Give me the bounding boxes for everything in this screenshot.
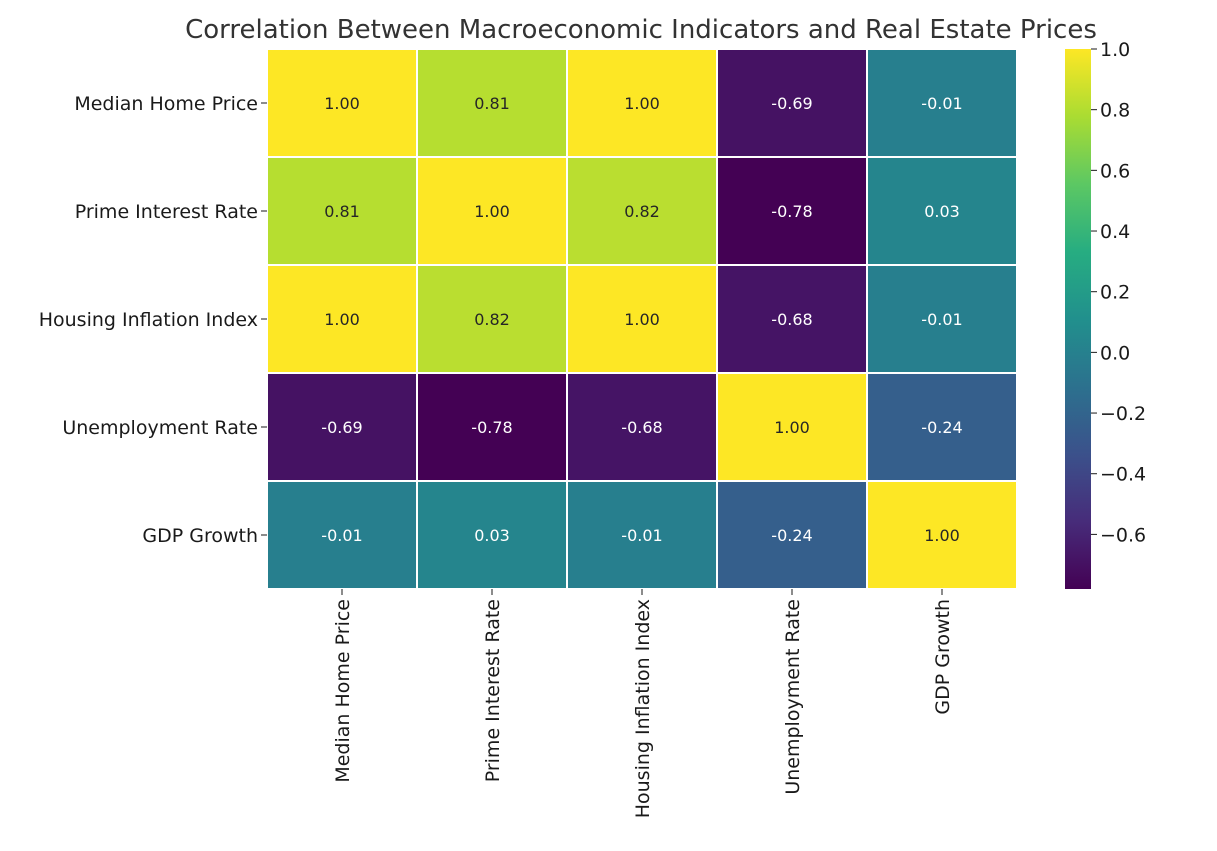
heatmap-cell [566,372,718,482]
heatmap-cell [416,372,568,482]
cell-value-label: -0.01 [921,310,962,329]
cell-value-label: -0.24 [771,526,812,545]
cell-value-label: 1.00 [624,94,660,113]
cell-value-label: -0.68 [621,418,662,437]
colorbar: 1.0 0.8 0.6 0.4 0.2 0.0 −0.2 −0.4 −0.6 [1065,39,1146,589]
heatmap-cell [416,48,568,158]
heatmap-cell [266,480,418,590]
cell-value-label: 0.82 [624,202,660,221]
cell-value-label: 0.03 [924,202,960,221]
cell-value-label: 1.00 [474,202,510,221]
colorbar-tick-label: 1.0 [1100,39,1130,61]
row-label: Prime Interest Rate [75,201,258,223]
chart-title: Correlation Between Macroeconomic Indica… [185,15,1097,45]
column-label: Housing Inflation Index [632,599,654,818]
colorbar-tick-label: −0.6 [1100,524,1146,546]
heatmap-cell [866,480,1018,590]
heatmap-cell [866,372,1018,482]
cell-value-label: -0.69 [321,418,362,437]
column-label: Unemployment Rate [782,599,804,795]
column-label: Median Home Price [332,599,354,783]
cell-value-label: 1.00 [324,310,360,329]
cell-value-label: 0.03 [474,526,510,545]
heatmap-cell [566,48,718,158]
heatmap-cell [566,480,718,590]
row-label: GDP Growth [142,525,258,547]
heatmap-cell [266,48,418,158]
cell-value-label: -0.24 [921,418,962,437]
cell-value-label: 1.00 [624,310,660,329]
row-label: Unemployment Rate [62,417,258,439]
cell-value-label: -0.01 [621,526,662,545]
colorbar-tick-label: 0.2 [1100,282,1130,304]
cell-value-label: -0.01 [921,94,962,113]
row-label: Median Home Price [74,93,258,115]
cell-value-label: 1.00 [324,94,360,113]
colorbar-ticks: 1.0 0.8 0.6 0.4 0.2 0.0 −0.2 −0.4 −0.6 [1091,39,1146,546]
heatmap-cell [716,48,868,158]
row-labels: Median Home Price Prime Interest Rate Hous… [39,93,267,547]
colorbar-tick-label: 0.6 [1100,160,1130,182]
heatmap-cell [866,156,1018,266]
heatmap-cell-labels: 1.00 0.81 1.00 -0.69 -0.01 0.81 1.00 0.82 -0.78 0… [321,94,962,545]
cell-value-label: 0.81 [324,202,360,221]
column-labels: Median Home Price Prime Interest Rate Hous… [332,589,954,818]
colorbar-tick-label: 0.0 [1100,342,1130,364]
heatmap-cell [416,264,568,374]
heatmap-cell [716,372,868,482]
heatmap-cells [266,48,1018,590]
cell-value-label: -0.68 [771,310,812,329]
heatmap-cell [716,264,868,374]
colorbar-tick-label: 0.4 [1100,221,1130,243]
cell-value-label: -0.78 [771,202,812,221]
cell-value-label: 0.81 [474,94,510,113]
colorbar-gradient [1065,49,1091,589]
column-label: Prime Interest Rate [482,599,504,782]
cell-value-label: -0.78 [471,418,512,437]
row-label: Housing Inflation Index [39,309,258,331]
colorbar-tick-label: 0.8 [1100,100,1130,122]
column-label: GDP Growth [932,599,954,715]
heatmap-cell [416,480,568,590]
cell-value-label: -0.01 [321,526,362,545]
cell-value-label: -0.69 [771,94,812,113]
cell-value-label: 1.00 [924,526,960,545]
colorbar-tick-label: −0.2 [1100,403,1146,425]
cell-value-label: 0.82 [474,310,510,329]
cell-value-label: 1.00 [774,418,810,437]
heatmap-cell [566,156,718,266]
colorbar-tick-label: −0.4 [1100,464,1146,486]
